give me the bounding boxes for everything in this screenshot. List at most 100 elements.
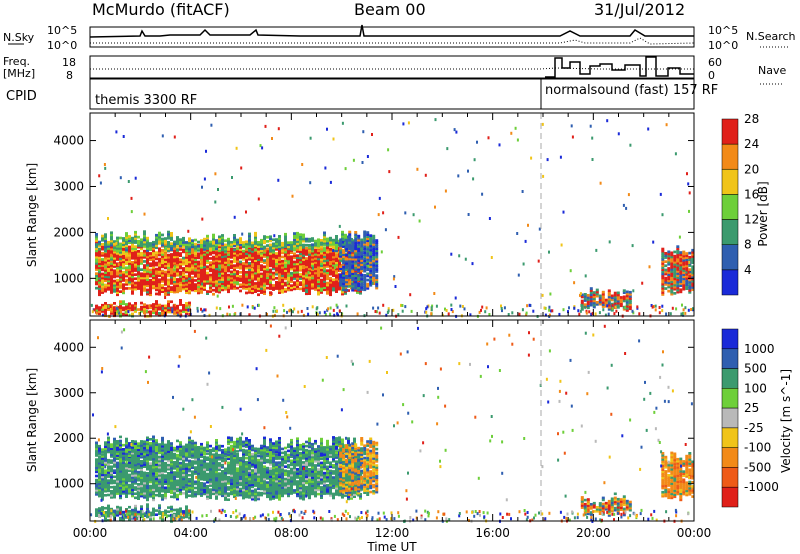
scatter-cell <box>131 243 134 246</box>
scatter-cell <box>185 241 188 244</box>
scatter-cell <box>146 498 149 502</box>
colorbar-box <box>721 219 739 245</box>
scatter-cell <box>215 261 218 264</box>
scatter-cell <box>320 243 323 246</box>
scatter-cell <box>170 462 173 466</box>
scatter-cell <box>676 284 680 288</box>
scatter-cell <box>152 476 155 479</box>
scatter-cell <box>230 276 233 280</box>
scatter-cell <box>101 473 104 477</box>
scatter-cell <box>239 243 242 247</box>
scatter-cell <box>194 266 197 270</box>
scatter-cell <box>308 253 311 256</box>
scatter-cell <box>305 261 308 265</box>
scatter-cell <box>221 457 224 461</box>
scatter-cell <box>137 278 140 282</box>
scatter-cell <box>185 457 188 460</box>
scatter-cell <box>287 249 290 252</box>
scatter-cell <box>215 247 218 251</box>
scatter-cell <box>317 286 320 290</box>
scatter-cell <box>119 490 122 494</box>
scatter-cell <box>266 460 269 464</box>
scatter-cell <box>670 276 674 279</box>
scatter-cell <box>179 468 182 471</box>
scatter-cell <box>260 241 263 244</box>
scatter-cell <box>239 457 242 460</box>
scatter-cell <box>191 490 194 494</box>
scatter-cell <box>245 477 248 480</box>
scatter-cell <box>95 249 98 253</box>
scatter-cell <box>200 276 203 280</box>
scatter-cell <box>134 310 137 313</box>
scatter-cell <box>107 479 110 482</box>
scatter-cell <box>143 276 146 280</box>
scatter-cell <box>215 257 218 260</box>
scatter-cell <box>568 306 570 310</box>
scatter-cell <box>248 286 251 290</box>
scatter-cell <box>143 236 146 240</box>
scatter-cell <box>215 273 218 277</box>
scatter-cell <box>661 249 665 253</box>
scatter-cell <box>682 273 686 276</box>
scatter-cell <box>131 466 134 469</box>
scatter-cell <box>179 480 182 483</box>
scatter-cell <box>109 305 112 308</box>
scatter-cell <box>146 455 149 459</box>
scatter-cell <box>146 253 149 257</box>
scatter-cell <box>296 234 299 237</box>
scatter-cell <box>128 287 131 290</box>
scatter-cell <box>98 468 101 471</box>
scatter-cell <box>167 308 170 312</box>
scatter-cell <box>233 260 236 263</box>
scatter-cell <box>275 270 278 274</box>
scatter-cell <box>116 256 119 259</box>
scatter-cell <box>167 255 170 259</box>
scatter-cell <box>221 240 224 243</box>
scatter-cell <box>149 258 152 261</box>
scatter-cell <box>155 246 158 249</box>
scatter-cell <box>212 292 215 296</box>
scatter-cell <box>122 258 125 262</box>
scatter-cell <box>176 284 179 287</box>
scatter-cell <box>278 465 281 468</box>
scatter-cell <box>329 266 332 270</box>
scatter-cell <box>607 289 611 293</box>
scatter-cell <box>326 127 328 131</box>
scatter-cell <box>104 241 107 245</box>
scatter-cell <box>367 264 370 268</box>
scatter-cell <box>176 263 179 267</box>
scatter-cell <box>230 280 233 284</box>
scatter-cell <box>571 135 574 139</box>
scatter-cell <box>345 284 349 288</box>
scatter-cell <box>320 260 323 263</box>
scatter-cell <box>146 474 149 477</box>
scatter-cell <box>363 261 367 265</box>
scatter-cell <box>152 270 155 273</box>
scatter-cell <box>339 265 343 268</box>
scatter-cell <box>185 493 188 497</box>
scatter-cell <box>320 284 323 288</box>
scatter-cell <box>335 279 338 283</box>
scatter-cell <box>275 494 278 497</box>
scatter-cell <box>323 282 326 285</box>
scatter-cell <box>158 261 161 265</box>
scatter-cell <box>98 484 101 488</box>
scatter-cell <box>173 308 176 311</box>
scatter-cell <box>287 253 290 257</box>
scatter-cell <box>122 285 125 288</box>
scatter-cell <box>110 312 113 315</box>
scatter-cell <box>323 284 326 287</box>
scatter-cell <box>110 233 113 237</box>
scatter-cell <box>500 307 503 310</box>
scatter-cell <box>356 312 359 316</box>
scatter-cell <box>137 276 140 280</box>
scatter-cell <box>326 252 329 256</box>
scatter-cell <box>372 243 376 246</box>
scatter-cell <box>332 284 335 288</box>
scatter-cell <box>622 295 626 299</box>
scatter-cell <box>203 457 206 461</box>
scatter-cell <box>595 288 599 292</box>
scatter-cell <box>278 274 281 278</box>
scatter-cell <box>676 290 680 294</box>
scatter-cell <box>191 276 194 279</box>
